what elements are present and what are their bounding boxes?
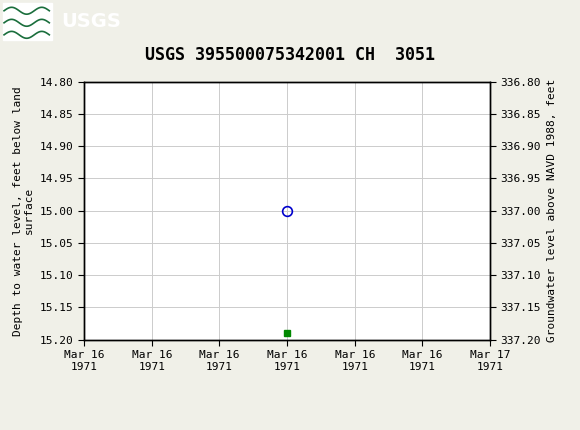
Y-axis label: Depth to water level, feet below land
surface: Depth to water level, feet below land su… bbox=[13, 86, 34, 335]
Y-axis label: Groundwater level above NAVD 1988, feet: Groundwater level above NAVD 1988, feet bbox=[546, 79, 557, 342]
Text: USGS: USGS bbox=[61, 12, 121, 31]
FancyBboxPatch shape bbox=[3, 3, 52, 40]
Text: USGS 395500075342001 CH  3051: USGS 395500075342001 CH 3051 bbox=[145, 46, 435, 64]
